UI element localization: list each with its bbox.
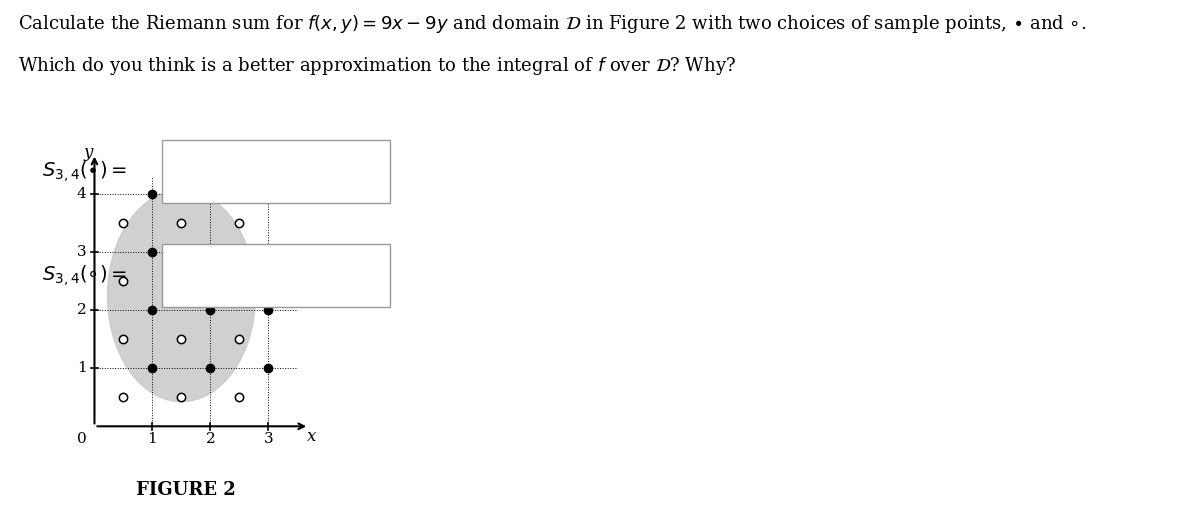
Text: Which do you think is a better approximation to the integral of $f$ over $\mathc: Which do you think is a better approxima… (18, 55, 736, 76)
Text: $S_{3,4}(\bullet) =$: $S_{3,4}(\bullet) =$ (42, 159, 127, 184)
Ellipse shape (108, 190, 256, 401)
Text: $S_{3,4}(\circ) =$: $S_{3,4}(\circ) =$ (42, 263, 127, 288)
Text: Calculate the Riemann sum for $f(x, y) = 9x - 9y$ and domain $\mathcal{D}$ in Fi: Calculate the Riemann sum for $f(x, y) =… (18, 13, 1086, 35)
Text: ✎▾: ✎▾ (359, 165, 376, 178)
Text: y: y (84, 144, 94, 161)
Text: x: x (307, 428, 317, 445)
Text: 3: 3 (264, 432, 274, 446)
Text: 0: 0 (77, 432, 86, 446)
Text: 2: 2 (77, 303, 86, 317)
Text: 3: 3 (77, 245, 86, 259)
Text: ✎▾: ✎▾ (359, 269, 376, 282)
Text: 4: 4 (77, 187, 86, 201)
Text: 1: 1 (77, 361, 86, 375)
Text: 2: 2 (205, 432, 215, 446)
Text: 1: 1 (148, 432, 157, 446)
Text: FIGURE 2: FIGURE 2 (136, 481, 236, 499)
